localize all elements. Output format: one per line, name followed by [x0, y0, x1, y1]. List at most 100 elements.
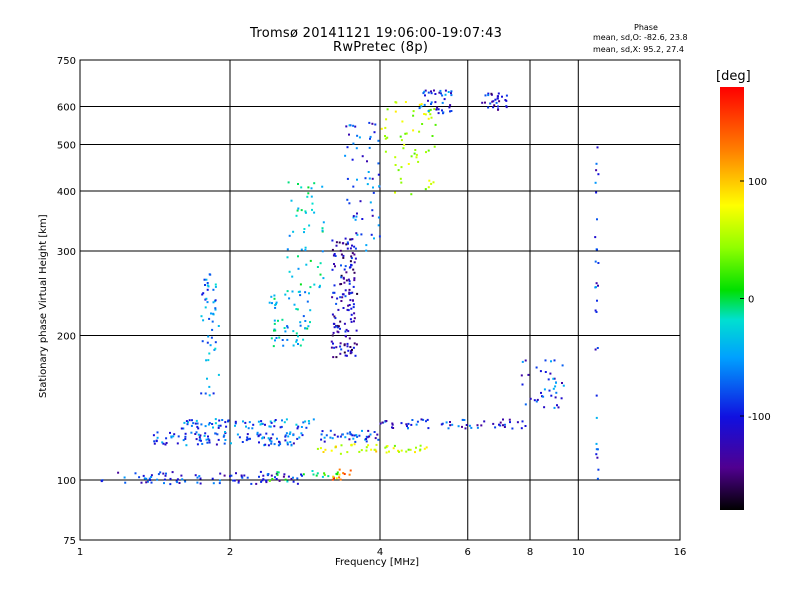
data-point	[353, 253, 356, 256]
chart-subtitle: RwPretec (8p)	[333, 40, 429, 55]
data-point	[184, 480, 187, 483]
data-point	[372, 191, 375, 194]
data-point	[292, 434, 295, 437]
data-point	[370, 448, 373, 451]
data-point	[352, 185, 355, 188]
data-point	[352, 299, 354, 302]
data-point	[276, 473, 279, 476]
x-tick-label: 6	[465, 547, 471, 558]
data-point	[354, 354, 357, 357]
y-tick-label: 300	[57, 247, 76, 258]
data-point	[394, 110, 397, 113]
data-point	[343, 322, 346, 325]
data-point	[487, 92, 490, 95]
data-point	[346, 146, 349, 149]
y-tick-label: 75	[63, 536, 76, 547]
data-point	[397, 169, 400, 172]
data-point	[241, 476, 244, 479]
data-point	[499, 421, 502, 424]
data-point	[219, 472, 222, 475]
data-point	[504, 99, 507, 101]
colorbar-tick-label: 100	[748, 177, 767, 188]
data-point	[355, 329, 358, 332]
data-point	[356, 233, 359, 236]
data-point	[320, 433, 323, 436]
data-point	[219, 424, 222, 427]
data-point	[451, 423, 454, 426]
data-point	[386, 108, 389, 111]
data-point	[345, 271, 348, 274]
data-point	[353, 317, 356, 320]
data-point	[176, 478, 179, 481]
data-point	[191, 419, 193, 422]
data-point	[400, 422, 403, 425]
data-point	[202, 319, 205, 322]
data-point	[276, 471, 279, 474]
data-point	[350, 307, 353, 310]
data-point	[273, 294, 276, 297]
data-point	[298, 436, 301, 439]
x-tick-label: 8	[527, 547, 533, 558]
data-point	[331, 248, 334, 251]
data-point	[465, 424, 468, 426]
data-point	[200, 315, 203, 318]
data-point	[312, 473, 315, 476]
data-point	[595, 442, 598, 445]
data-point	[329, 436, 332, 439]
data-point	[549, 372, 552, 375]
data-point	[400, 139, 403, 142]
data-point	[323, 436, 326, 439]
data-point	[286, 443, 289, 446]
data-point	[212, 288, 215, 291]
data-point	[397, 449, 400, 452]
data-point	[422, 418, 425, 421]
data-point	[330, 340, 333, 343]
data-point	[279, 426, 282, 429]
data-point	[461, 425, 463, 428]
data-point	[441, 109, 443, 112]
data-point	[391, 426, 393, 429]
data-point	[489, 102, 492, 105]
data-point	[206, 282, 209, 284]
data-point	[296, 308, 299, 311]
data-point	[368, 177, 371, 180]
data-point	[424, 94, 426, 97]
data-point	[333, 291, 336, 294]
data-point	[353, 434, 356, 437]
data-point	[146, 480, 149, 483]
data-point	[356, 212, 358, 215]
data-point	[284, 439, 287, 442]
data-point	[195, 431, 198, 434]
data-point	[309, 286, 312, 289]
data-point	[341, 242, 344, 245]
data-point	[449, 421, 451, 423]
data-point	[420, 105, 423, 108]
data-point	[595, 448, 598, 451]
data-point	[349, 299, 352, 302]
data-point	[497, 95, 499, 98]
data-point	[278, 336, 281, 339]
data-point	[211, 477, 214, 480]
data-point	[527, 373, 530, 376]
data-point	[543, 388, 546, 391]
data-point	[365, 249, 368, 252]
data-point	[295, 423, 298, 426]
data-point	[336, 473, 339, 476]
data-point	[270, 474, 273, 477]
data-point	[405, 423, 408, 426]
data-point	[288, 297, 291, 300]
data-point	[143, 477, 146, 480]
data-point	[291, 275, 294, 278]
data-point	[165, 472, 167, 475]
data-point	[334, 265, 336, 268]
data-point	[352, 437, 355, 440]
data-point	[301, 474, 303, 477]
data-point	[346, 177, 349, 180]
data-point	[339, 342, 342, 345]
data-point	[353, 279, 356, 282]
data-point	[257, 420, 260, 423]
data-point	[435, 108, 438, 111]
x-tick-label: 4	[377, 547, 383, 558]
data-point	[340, 264, 342, 267]
data-point	[361, 429, 363, 432]
